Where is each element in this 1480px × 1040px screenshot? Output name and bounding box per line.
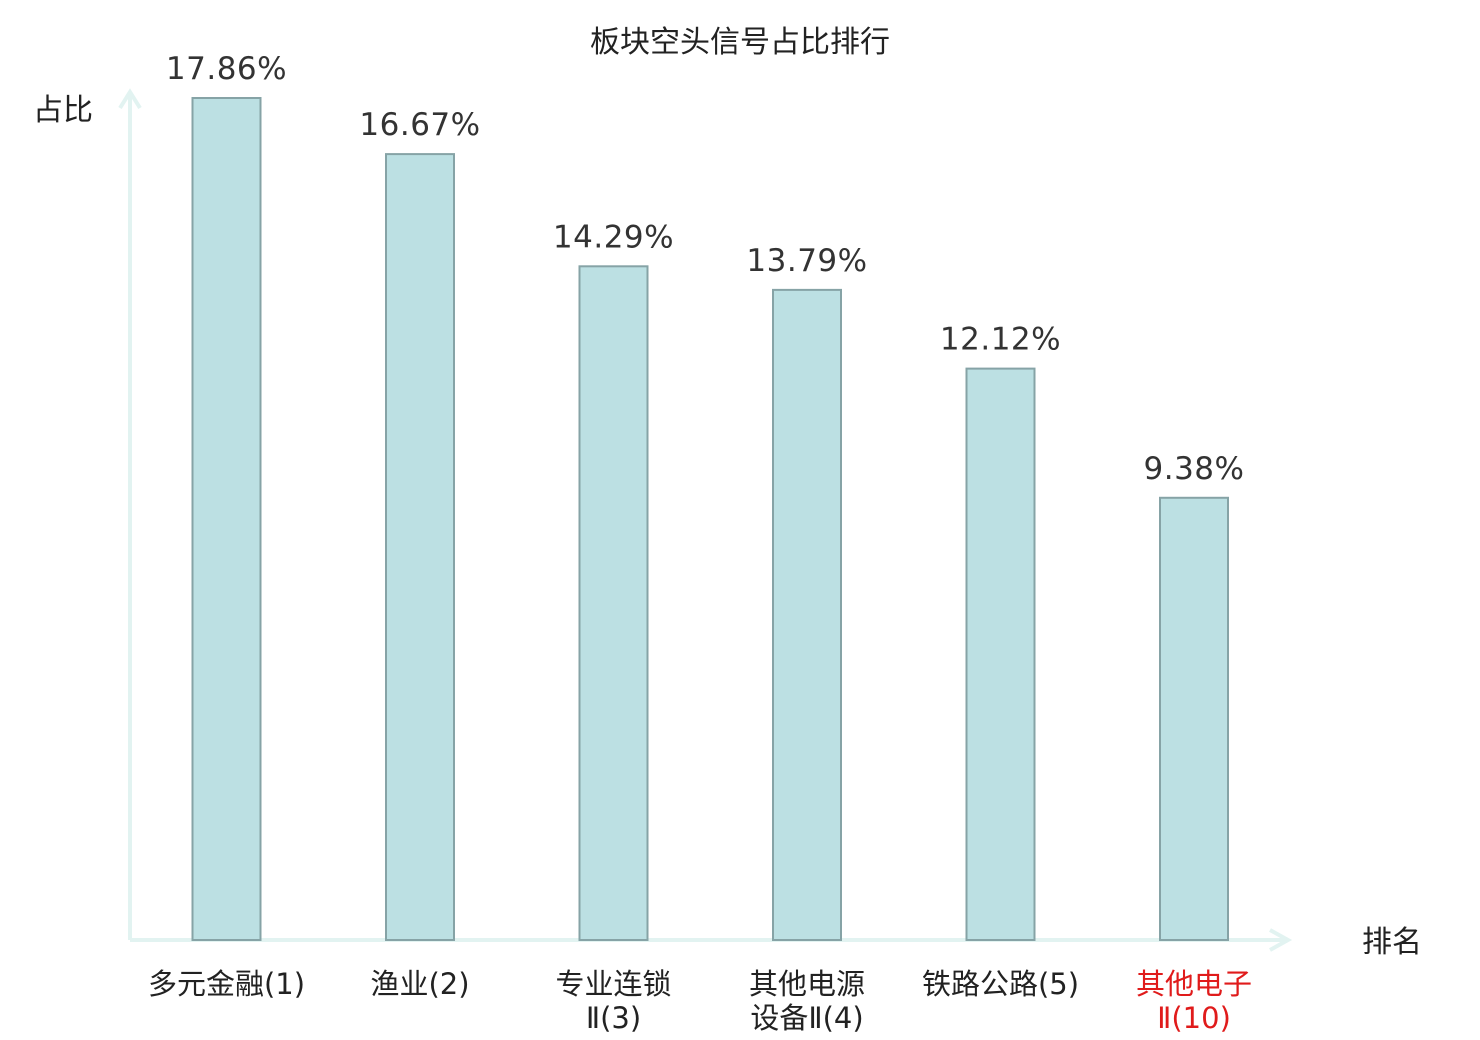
category-tick-label: 专业连锁: [555, 967, 671, 1001]
category-tick-label: 渔业(2): [370, 967, 469, 1001]
category-tick-label: 多元金融(1): [148, 967, 305, 1001]
category-tick-label: Ⅱ(3): [586, 1001, 641, 1035]
bar: [578, 265, 649, 941]
bar-value-label: 12.12%: [940, 322, 1061, 358]
y-axis-arrow-icon: [118, 88, 142, 110]
bar: [965, 367, 1036, 941]
axes: 占比 排名: [33, 88, 1422, 960]
category-tick-label: Ⅱ(10): [1157, 1001, 1231, 1035]
bar: [385, 153, 455, 941]
bar-value-label: 9.38%: [1144, 451, 1245, 487]
bar: [1159, 496, 1229, 941]
category-tick-label: 其他电子: [1136, 967, 1252, 1001]
x-axis-arrow-icon: [1269, 928, 1293, 952]
y-axis-label: 占比: [33, 93, 93, 128]
bar: [772, 288, 842, 941]
x-axis-label: 排名: [1362, 925, 1422, 960]
bars-group: [191, 97, 1229, 941]
chart-title: 板块空头信号占比排行: [590, 25, 890, 60]
category-tick-label: 设备Ⅱ(4): [750, 1001, 863, 1035]
category-tick-label: 铁路公路(5): [922, 967, 1079, 1001]
bar-value-label: 14.29%: [553, 219, 674, 255]
bar-value-label: 13.79%: [746, 243, 867, 279]
bar-value-label: 16.67%: [359, 107, 480, 143]
value-labels-group: 17.86% 16.67% 14.29% 13.79% 12.12% 9.38%: [166, 51, 1245, 487]
bar-value-label: 17.86%: [166, 51, 287, 87]
bar: [191, 97, 262, 941]
category-tick-label: 其他电源: [749, 967, 865, 1001]
